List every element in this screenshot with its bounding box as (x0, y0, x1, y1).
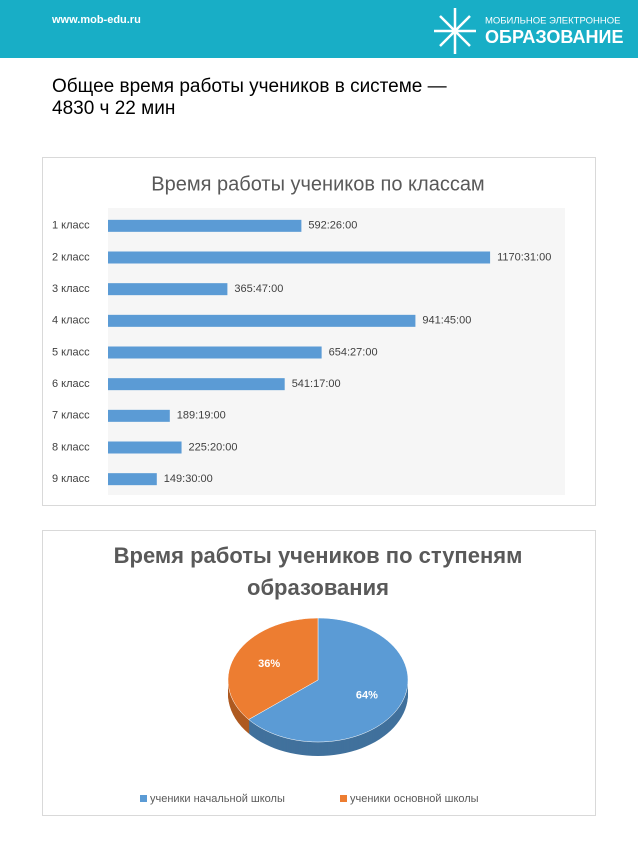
legend-swatch (140, 795, 147, 802)
data-label: 654:27:00 (329, 346, 378, 358)
pie-slice (227, 617, 319, 720)
bar (108, 314, 416, 327)
bar (108, 409, 170, 422)
logo-bottom: ОБРАЗОВАНИЕ (485, 27, 623, 47)
bar (108, 283, 228, 296)
y-tick-label: 9 класс (52, 473, 90, 485)
heading: 4830 ч 22 мин (52, 98, 176, 119)
data-label: 365:47:00 (234, 283, 283, 295)
data-label: 36% (258, 658, 280, 670)
data-label: 189:19:00 (177, 410, 226, 422)
pie-slice (248, 617, 409, 743)
bar (108, 346, 322, 359)
logo-top: МОБИЛЬНОЕ ЭЛЕКТРОННОЕ (485, 16, 620, 27)
legend-swatch (340, 795, 347, 802)
bar (108, 251, 491, 264)
y-tick-label: 7 класс (52, 410, 90, 422)
chart-title: Время работы учеников по классам (151, 173, 484, 195)
bar (108, 441, 182, 454)
data-label: 941:45:00 (422, 315, 471, 327)
y-tick-label: 1 класс (52, 220, 90, 232)
bar (108, 378, 285, 391)
y-tick-label: 2 класс (52, 251, 90, 263)
logo-icon (434, 8, 476, 54)
heading: Общее время работы учеников в системе — (52, 76, 447, 97)
data-label: 64% (356, 690, 378, 702)
y-tick-label: 8 класс (52, 441, 90, 453)
data-label: 1170:31:00 (497, 251, 551, 263)
chart-title: Время работы учеников по ступеням образо… (113, 543, 523, 600)
data-label: 592:26:00 (308, 220, 357, 232)
y-tick-label: 3 класс (52, 283, 90, 295)
bar (108, 473, 157, 486)
legend-label: ученики начальной школы (150, 793, 285, 805)
data-label: 225:20:00 (189, 441, 238, 453)
legend-label: ученики основной школы (350, 793, 479, 805)
y-tick-label: 4 класс (52, 315, 90, 327)
data-label: 149:30:00 (164, 473, 213, 485)
header-bar (0, 0, 638, 58)
data-label: 541:17:00 (292, 378, 341, 390)
bar (108, 219, 302, 232)
y-tick-label: 6 класс (52, 378, 90, 390)
y-tick-label: 5 класс (52, 346, 90, 358)
header-url[interactable]: www.mob-edu.ru (51, 14, 141, 26)
